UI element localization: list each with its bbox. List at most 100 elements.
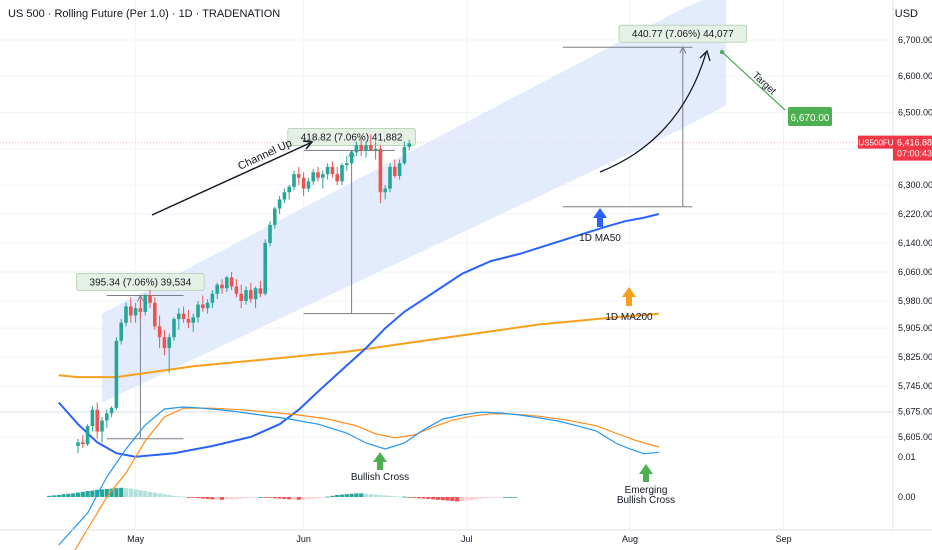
candle-body-6 <box>105 413 109 421</box>
histogram-bar-15 <box>119 487 124 497</box>
histogram-bar-52 <box>296 497 301 500</box>
histogram-bar-37 <box>224 497 229 500</box>
candle-body-64 <box>383 188 387 193</box>
histogram-bar-6 <box>75 492 81 497</box>
month-label-2: Jul <box>461 534 473 544</box>
histogram-bar-28 <box>181 496 186 498</box>
month-label-3: Aug <box>622 534 638 544</box>
candle-body-13 <box>138 308 143 312</box>
histogram-bar-3 <box>61 494 66 497</box>
histogram-bar-66 <box>363 493 369 497</box>
price-tick-label-7: 6,140.00 <box>898 238 932 248</box>
histogram-bar-17 <box>128 488 133 497</box>
candle-body-16 <box>153 302 157 327</box>
candle-body-10 <box>124 306 128 323</box>
candle-body-49 <box>311 172 315 182</box>
histogram-bar-89 <box>474 497 479 500</box>
histogram-bar-29 <box>186 497 191 498</box>
histogram-bar-25 <box>167 495 172 497</box>
histogram-bar-57 <box>320 497 325 498</box>
price-tick-label-5: 5,980.00 <box>898 296 932 306</box>
target-line <box>721 51 786 111</box>
candle-body-39 <box>263 242 267 294</box>
candle-body-69 <box>407 143 411 147</box>
ma200-arrow <box>622 287 636 306</box>
histogram-bar-10 <box>95 489 100 497</box>
histogram-bar-19 <box>138 490 143 497</box>
candle-body-65 <box>388 166 392 189</box>
price-tick-label-6: 6,060.00 <box>898 267 932 277</box>
candle-body-52 <box>325 166 330 175</box>
histogram-bar-96 <box>507 497 513 498</box>
histogram-bar-32 <box>200 497 205 499</box>
candle-body-20 <box>172 319 176 338</box>
candle-body-4 <box>95 409 99 432</box>
candle-body-33 <box>234 286 239 294</box>
histogram-bar-97 <box>512 497 517 498</box>
price-tag-value: 6,416.88 <box>897 138 932 148</box>
projection-curve <box>599 52 707 173</box>
price-tick-label-12: 6,600.00 <box>898 71 932 81</box>
price-tick-label-0: 5,605.00 <box>898 432 932 442</box>
candle-body-3 <box>90 409 95 427</box>
candle-body-51 <box>321 174 325 178</box>
candle-body-17 <box>157 326 162 338</box>
macd-pane <box>47 406 659 550</box>
candle-body-40 <box>268 224 272 243</box>
histogram-bar-70 <box>383 495 388 497</box>
candle-body-46 <box>297 174 301 178</box>
candle-body-1 <box>81 442 85 445</box>
candle-body-36 <box>249 290 253 300</box>
histogram-bar-49 <box>282 497 287 499</box>
histogram-bar-23 <box>157 493 162 497</box>
histogram-bar-79 <box>426 497 431 499</box>
target-dot <box>719 49 725 55</box>
channel-fill <box>102 0 726 403</box>
histogram-bar-12 <box>104 489 109 497</box>
channel-up-arrowhead <box>302 140 314 150</box>
histogram-bar-64 <box>354 493 359 497</box>
histogram-bar-69 <box>378 495 383 497</box>
ma50-path <box>58 213 660 458</box>
measure-label-2: 440.77 (7.06%) 44,077 <box>632 29 734 40</box>
candle-body-27 <box>205 302 210 309</box>
histogram-bar-92 <box>488 497 493 498</box>
candle-body-24 <box>191 317 195 323</box>
candle-body-42 <box>277 199 282 209</box>
price-tag-box <box>893 135 932 161</box>
histogram-bar-65 <box>359 493 364 497</box>
histogram-bar-68 <box>373 494 378 497</box>
candle-body-0 <box>76 442 80 446</box>
bullish-cross-label: Bullish Cross <box>351 472 409 483</box>
histogram-bar-91 <box>483 497 489 499</box>
histogram-bar-55 <box>311 497 316 499</box>
histogram-bar-73 <box>397 496 402 498</box>
histogram-bar-13 <box>109 488 114 497</box>
candle-body-7 <box>109 407 114 414</box>
histogram-bar-48 <box>277 497 282 499</box>
histogram-bar-50 <box>287 497 292 500</box>
candle-body-58 <box>354 145 359 153</box>
histogram-bar-82 <box>440 497 445 501</box>
price-tick-label-1: 5,675.00 <box>898 407 932 417</box>
measure-label-box-2 <box>618 24 748 43</box>
candle-body-18 <box>162 337 167 349</box>
histogram-bar-18 <box>133 489 138 497</box>
candle-body-66 <box>393 166 397 176</box>
measure-arrowhead-0 <box>136 294 144 302</box>
candle-body-47 <box>301 177 306 189</box>
histogram-bar-31 <box>195 497 201 499</box>
candle-body-48 <box>306 181 311 189</box>
month-label-1: Jun <box>296 534 311 544</box>
candle-body-35 <box>244 290 248 301</box>
histogram-bar-80 <box>431 497 436 500</box>
histogram-bar-41 <box>243 497 249 499</box>
histogram-bar-8 <box>85 491 90 497</box>
macd-tick-label-0: 0.01 <box>898 452 916 462</box>
histogram-bar-14 <box>114 488 119 497</box>
histogram-bar-90 <box>479 497 484 499</box>
histogram-bar-74 <box>402 496 407 498</box>
candle-body-14 <box>143 295 147 312</box>
histogram-bar-16 <box>123 488 129 497</box>
